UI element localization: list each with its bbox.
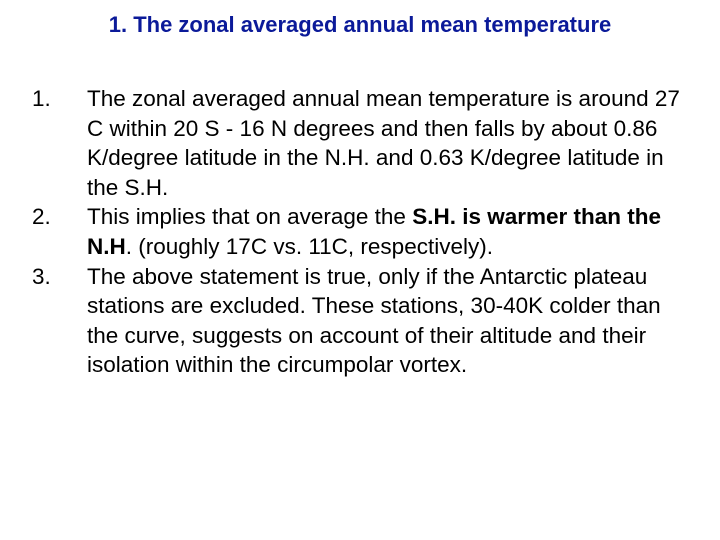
item-number: 2. xyxy=(32,204,51,230)
item-text: The zonal averaged annual mean temperatu… xyxy=(87,86,680,200)
item-number: 3. xyxy=(32,263,51,289)
slide-title: 1. The zonal averaged annual mean temper… xyxy=(108,12,612,37)
item-number: 1. xyxy=(32,86,51,111)
item-text-before: This implies that on average the xyxy=(87,204,413,230)
list-item: 3. The above statement is true, only if … xyxy=(32,262,682,380)
list-item: 2. This implies that on average the S.H.… xyxy=(32,202,682,261)
item-text-after: . (roughly 17C vs. 11C, respectively). xyxy=(125,233,493,259)
list-item: 1. The zonal averaged annual mean temper… xyxy=(32,84,682,202)
item-bold-text: S.H. is warmer than the N.H xyxy=(87,204,662,259)
bullet-list: 1. The zonal averaged annual mean temper… xyxy=(32,84,682,380)
item-text: The above statement is true, only if the… xyxy=(87,263,661,378)
